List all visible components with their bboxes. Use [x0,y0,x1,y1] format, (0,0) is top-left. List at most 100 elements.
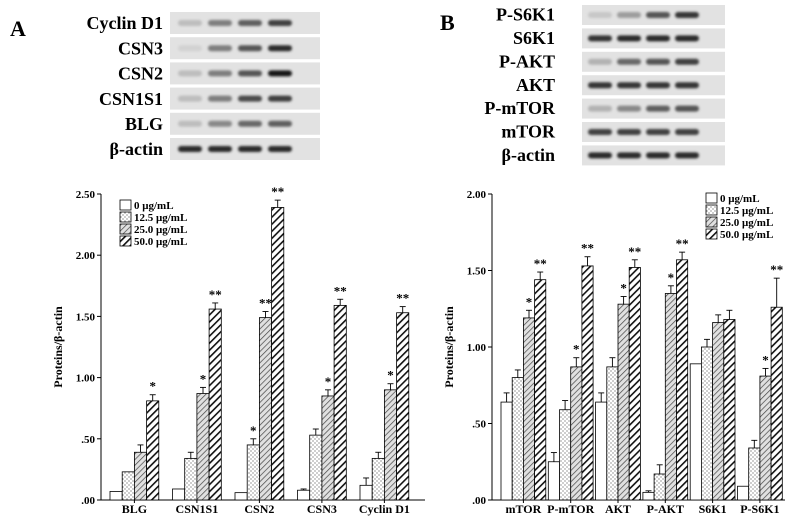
blot-band [178,45,202,52]
blot-band [646,105,670,112]
significance-marker: * [573,342,580,357]
blot-band [588,82,612,89]
blot-band [588,58,612,65]
significance-marker: * [387,368,394,383]
y-tick-label: 1.50 [467,266,487,278]
significance-marker: ** [628,244,641,259]
blot-band [646,35,670,42]
blot-row: CSN2 [118,62,320,85]
blot-band [588,129,612,135]
blot-row: CSN3 [118,37,320,60]
y-tick-label: 1.50 [76,311,96,323]
bar [172,488,186,501]
blot-band [238,146,262,152]
blot-band [588,35,612,42]
blot-band [675,105,699,112]
blot-band [208,95,232,102]
blot-label: P-S6K1 [496,5,555,25]
blot-band [268,95,292,102]
x-tick-label: CSN1S1 [176,502,219,516]
bar [712,322,725,501]
blot-label: CSN2 [118,64,163,84]
blot-band [617,35,641,42]
y-tick-label: 2.00 [467,189,487,201]
legend-label: 25.0 μg/mL [134,224,187,236]
blot-band [617,12,641,18]
panel-a-western-blots: Cyclin D1 CSN3 CSN2 CSN1S1 BLG β-actin [87,12,320,160]
blot-row: mTOR [501,122,725,142]
blot-row: CSN1S1 [99,87,320,110]
blot-band [268,120,292,127]
bar [628,267,641,501]
legend-label: 12.5 μg/mL [720,205,773,217]
bar [121,471,135,501]
legend-label: 50.0 μg/mL [720,229,773,241]
panel-b-bar-chart: .00.501.001.502.00Proteins/β-actin***mTO… [442,189,785,516]
blot-label: AKT [516,75,555,95]
blot-band [617,82,641,89]
bar [196,393,210,501]
significance-marker: ** [581,241,594,256]
x-tick-label: P-S6K1 [740,502,779,516]
blot-label: BLG [125,114,163,134]
bar [234,492,248,501]
blot-row: S6K1 [513,28,725,49]
legend-swatch [705,192,718,204]
blot-band [675,58,699,65]
blot-band [617,129,641,135]
bar [701,346,714,501]
blot-band [646,152,670,159]
x-tick-label: BLG [122,502,147,516]
y-tick-label: .50 [472,419,486,431]
y-axis-title: Proteins/β-actin [51,306,65,388]
blot-band [268,146,292,152]
legend-label: 0 μg/mL [134,200,174,212]
x-tick-label: Cyclin D1 [359,502,410,516]
y-tick-label: 2.50 [76,189,96,201]
bar [748,447,761,501]
blot-band [178,120,202,127]
blot-band [208,20,232,26]
x-tick-label: P-mTOR [547,502,594,516]
blot-label: CSN1S1 [99,89,163,109]
blot-band [178,95,202,102]
blot-band [268,20,292,26]
bar [595,401,608,501]
y-tick-label: 2.00 [76,250,96,262]
y-tick-label: .00 [472,495,486,507]
bar [146,400,160,501]
bar [570,366,583,501]
blot-band [238,45,262,52]
significance-marker: * [526,294,533,309]
significance-marker: ** [259,296,272,311]
bar [689,363,702,501]
blot-band [617,105,641,112]
legend-swatch [705,216,718,228]
bar [534,279,547,501]
blot-band [238,120,262,127]
bar [737,485,750,501]
y-tick-label: .50 [81,434,95,446]
x-tick-label: CSN3 [307,502,337,516]
blot-label: Cyclin D1 [87,13,164,33]
x-tick-label: mTOR [506,502,542,516]
blot-band [617,58,641,65]
blot-label: CSN3 [118,38,163,58]
blot-row: P-AKT [499,51,725,72]
bar [208,308,222,501]
significance-marker: ** [676,236,689,251]
blot-row: β-actin [110,138,320,160]
blot-band [617,152,641,159]
significance-marker: ** [396,291,409,306]
significance-marker: ** [770,262,783,277]
blot-band [646,12,670,18]
significance-marker: * [668,270,675,285]
bar [581,265,594,501]
significance-marker: ** [271,184,284,199]
blot-band [208,70,232,77]
significance-marker: * [149,379,156,394]
significance-marker: ** [209,287,222,302]
significance-marker: * [762,352,769,367]
